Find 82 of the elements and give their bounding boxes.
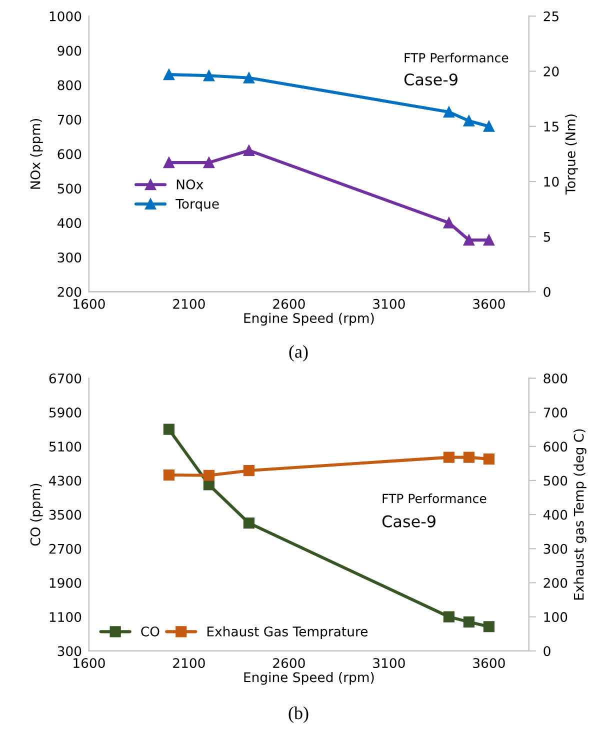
x-tick-label: 2100 xyxy=(173,658,205,668)
point xyxy=(463,452,474,463)
point xyxy=(243,518,255,529)
y-tick-label: 900 xyxy=(58,46,82,56)
y2-tick-label: 10 xyxy=(544,176,559,187)
y-tick-label: 3500 xyxy=(49,510,82,520)
y2-tick-label: 20 xyxy=(544,66,559,76)
point xyxy=(463,115,474,126)
y-tick-label: 600 xyxy=(58,149,82,160)
y-tick-label: 1900 xyxy=(50,578,82,588)
x-tick-label: 1600 xyxy=(74,298,105,309)
point xyxy=(443,611,454,622)
y-tick-label: 300 xyxy=(58,646,82,656)
y2-tick-label: 100 xyxy=(544,612,568,622)
legend-label: CO xyxy=(141,626,160,636)
y-tick-label: 1000 xyxy=(50,11,82,22)
point xyxy=(163,156,175,168)
y-tick-label: 1100 xyxy=(50,612,82,622)
x-tick-label: 2600 xyxy=(273,658,305,668)
point xyxy=(203,156,215,168)
point xyxy=(203,70,215,82)
annotation: FTP Performance xyxy=(404,52,508,62)
text: (a) xyxy=(289,345,308,362)
legend-label: NOx xyxy=(176,179,204,190)
annotation: Case-9 xyxy=(382,515,436,528)
y2-tick-label: 5 xyxy=(544,232,550,242)
y2-tick-label: 500 xyxy=(544,476,568,486)
x-tick-label: 2600 xyxy=(273,298,305,309)
point xyxy=(483,234,494,246)
x-axis-title: Engine Speed (rpm) xyxy=(244,312,374,326)
point xyxy=(163,424,175,435)
x-tick-label: 3100 xyxy=(373,298,405,309)
y-tick-label: 2700 xyxy=(49,544,82,554)
y2-tick-label: 25 xyxy=(544,11,558,22)
point xyxy=(463,234,474,246)
x-tick-label: 3600 xyxy=(473,298,505,309)
point xyxy=(483,453,494,465)
y2-tick-label: 600 xyxy=(544,442,568,452)
y-tick-label: 200 xyxy=(58,286,82,297)
y-tick-label: 5900 xyxy=(49,408,82,418)
y2-tick-label: 15 xyxy=(544,122,558,132)
y2-tick-label: 800 xyxy=(544,373,568,384)
point xyxy=(483,621,494,632)
point xyxy=(463,616,474,628)
annotation: Case-9 xyxy=(404,73,458,86)
legend-label: Exhaust Gas Temprature xyxy=(207,626,368,640)
y-tick-label: 4300 xyxy=(49,476,82,486)
y2-tick-label: 0 xyxy=(544,286,550,297)
x-tick-label: 2100 xyxy=(173,298,205,309)
y2-tick-label: 0 xyxy=(544,646,550,656)
point xyxy=(443,106,454,118)
point xyxy=(163,69,175,80)
x-tick-label: 1600 xyxy=(74,658,105,668)
y-tick-label: 800 xyxy=(58,80,82,90)
point xyxy=(443,452,454,463)
text: (b) xyxy=(288,706,308,723)
y-tick-label: 300 xyxy=(58,252,82,262)
point xyxy=(443,217,454,228)
annotation: FTP Performance xyxy=(382,494,486,504)
y-tick-label: 500 xyxy=(58,184,82,194)
y-tick-label: 400 xyxy=(57,218,82,228)
point xyxy=(203,470,215,481)
y2-tick-label: 200 xyxy=(544,578,568,588)
y-tick-label: 700 xyxy=(58,114,82,125)
point xyxy=(163,469,175,481)
y2-tick-label: 300 xyxy=(544,544,568,554)
point xyxy=(243,465,255,476)
x-axis-title: Engine Speed (rpm) xyxy=(244,672,374,685)
x-tick-label: 3600 xyxy=(473,658,505,668)
y2-axis-title: Exhaust gas Temp (deg C) xyxy=(574,429,586,600)
y-tick-label: 6700 xyxy=(49,373,82,384)
y-tick-label: 5100 xyxy=(49,442,82,452)
y-axis-title: CO (ppm) xyxy=(30,484,43,546)
point xyxy=(243,144,255,156)
y2-tick-label: 400 xyxy=(543,510,568,520)
point xyxy=(243,72,255,84)
y-axis-title: NOx (ppm) xyxy=(30,118,43,189)
point xyxy=(483,120,494,132)
y2-tick-label: 700 xyxy=(544,408,568,418)
y2-axis-title: Torque (Nm) xyxy=(565,114,578,195)
x-tick-label: 3100 xyxy=(373,658,405,668)
legend-label: Torque xyxy=(176,198,219,212)
